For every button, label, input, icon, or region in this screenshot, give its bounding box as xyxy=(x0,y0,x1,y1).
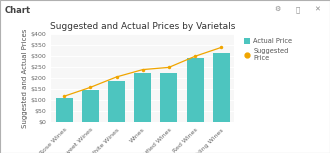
Bar xyxy=(108,81,125,122)
Bar xyxy=(56,98,73,122)
Legend: Actual Price, Suggested
Price: Actual Price, Suggested Price xyxy=(243,37,294,63)
Bar xyxy=(82,90,99,122)
Bar xyxy=(134,73,151,122)
Title: Suggested and Actual Prices by Varietals: Suggested and Actual Prices by Varietals xyxy=(50,22,235,32)
Y-axis label: Suggested and Actual Prices: Suggested and Actual Prices xyxy=(22,28,28,128)
Text: ⤢: ⤢ xyxy=(296,6,300,13)
Bar xyxy=(160,73,178,122)
Text: ✕: ✕ xyxy=(314,6,320,12)
Text: Chart: Chart xyxy=(5,6,31,15)
Bar xyxy=(213,52,230,122)
Text: ⚙: ⚙ xyxy=(274,6,280,12)
Bar xyxy=(186,58,204,122)
